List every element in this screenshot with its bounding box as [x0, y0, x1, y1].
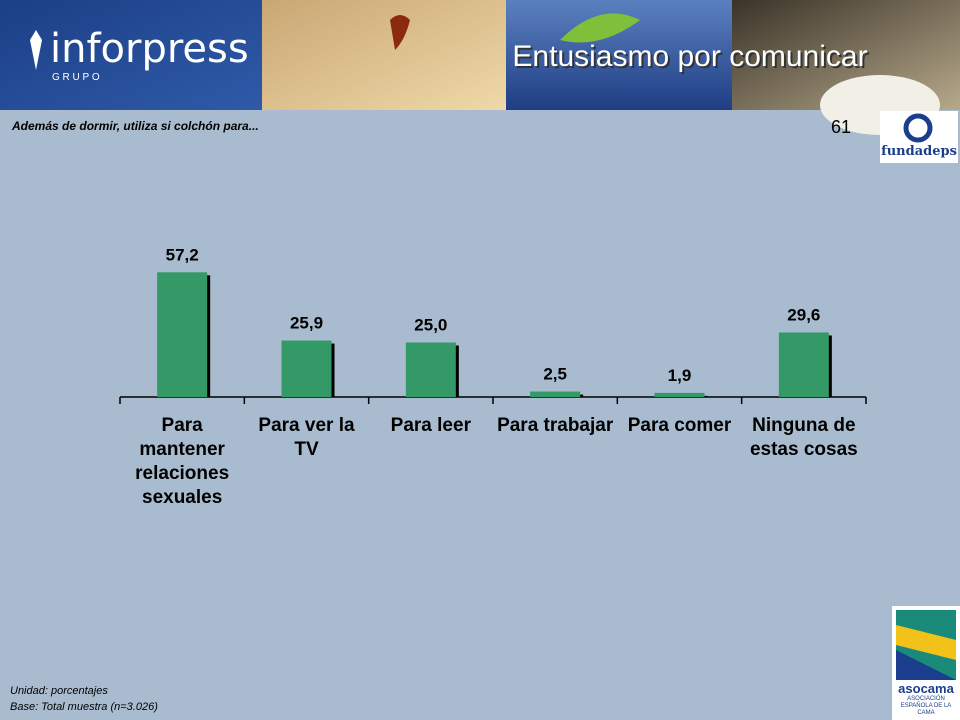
seed-shape — [390, 15, 410, 50]
leaf-shape — [560, 13, 640, 43]
value-label: 25,9 — [290, 314, 323, 333]
bar — [157, 272, 208, 397]
header-title-shadow: Entusiasmo por comunicar — [514, 42, 869, 75]
fundadeps-logo: fundadeps — [881, 144, 957, 159]
banner-panel — [0, 0, 262, 110]
x-tick-label: Para leer — [390, 415, 471, 436]
chart-title: Además de dormir, utiliza si colchón par… — [11, 119, 259, 133]
logo-text: inforpress — [50, 26, 249, 72]
footer-unit: Unidad: porcentajes — [10, 685, 108, 697]
bar — [281, 340, 332, 397]
logo-box — [880, 111, 958, 163]
value-label: 2,5 — [543, 365, 567, 384]
bar — [405, 342, 456, 397]
header-title: Entusiasmo por comunicar — [512, 40, 867, 73]
logo-pen — [30, 30, 42, 70]
x-tick-label: Ninguna de estas cosas — [749, 415, 858, 460]
asocama-logo: asocama — [898, 681, 954, 696]
fundadeps-icon — [903, 113, 933, 143]
asocama-stripe — [896, 625, 956, 660]
value-label: 25,0 — [414, 316, 447, 335]
bar — [530, 391, 581, 397]
footer-base: Base: Total muestra (n=3.026) — [10, 701, 158, 713]
bar — [654, 392, 705, 397]
value-label: 1,9 — [668, 366, 692, 385]
banner-panel — [262, 0, 506, 110]
value-label: 57,2 — [166, 245, 199, 264]
x-tick-label: Para mantener relaciones sexuales — [135, 415, 230, 508]
page-number: 61 — [831, 117, 851, 137]
x-tick-label: Para trabajar — [497, 415, 614, 436]
asocama-subtext: ASOCIACIÓN ESPAÑOLA DE LA CAMA — [900, 696, 952, 716]
x-tick-label: Para comer — [627, 415, 732, 436]
asocama-stripe — [896, 650, 956, 680]
value-label: 29,6 — [787, 305, 820, 324]
bar — [778, 332, 829, 397]
x-tick-label: Para ver la TV — [258, 415, 355, 460]
logo-subtext: G R U P O — [52, 72, 100, 83]
